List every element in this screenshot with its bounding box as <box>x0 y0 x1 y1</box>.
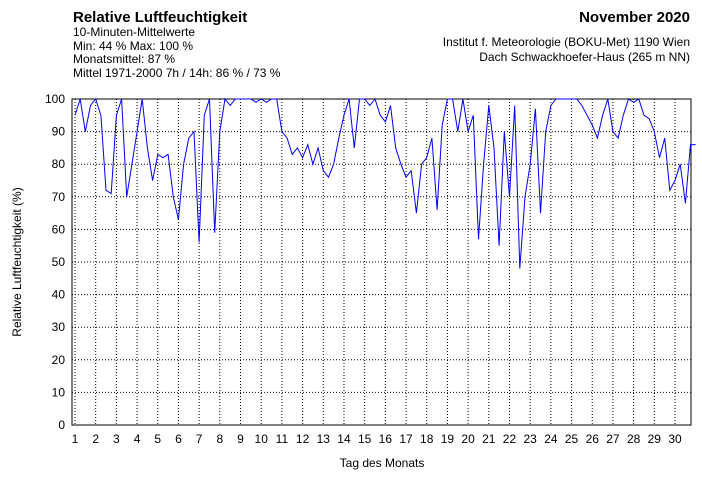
x-tick-label: 26 <box>586 432 600 446</box>
x-tick-label: 14 <box>337 432 351 446</box>
y-tick-label: 70 <box>52 190 66 204</box>
x-tick-label: 3 <box>113 432 120 446</box>
x-tick-label: 21 <box>482 432 496 446</box>
x-tick-label: 27 <box>606 432 620 446</box>
y-tick-label: 90 <box>52 125 66 139</box>
x-tick-label: 13 <box>317 432 331 446</box>
x-tick-label: 28 <box>627 432 641 446</box>
x-tick-label: 1 <box>72 432 79 446</box>
x-tick-label: 18 <box>420 432 434 446</box>
y-axis-label: Relative Luftfeuchtigkeit (%) <box>10 187 24 336</box>
y-tick-label: 30 <box>52 320 66 334</box>
x-tick-label: 23 <box>524 432 538 446</box>
x-tick-label: 16 <box>379 432 393 446</box>
x-tick-label: 22 <box>503 432 517 446</box>
x-tick-label: 9 <box>237 432 244 446</box>
period: November 2020 <box>579 9 690 26</box>
x-tick-label: 17 <box>399 432 413 446</box>
x-tick-label: 15 <box>358 432 372 446</box>
data-line <box>74 97 696 269</box>
stat: Mittel 1971-2000 7h / 14h: 86 % / 73 % <box>73 66 281 80</box>
stat: Min: 44 % Max: 100 % <box>73 39 193 53</box>
x-tick-label: 29 <box>648 432 662 446</box>
stat: Monatsmittel: 87 % <box>73 52 175 66</box>
x-tick-label: 11 <box>276 432 289 446</box>
chart-title: Relative Luftfeuchtigkeit <box>73 9 247 26</box>
source: Dach Schwackhoefer-Haus (265 m NN) <box>479 50 690 64</box>
y-tick-label: 50 <box>52 255 66 269</box>
source: Institut f. Meteorologie (BOKU-Met) 1190… <box>443 35 690 49</box>
x-tick-label: 4 <box>134 432 141 446</box>
x-tick-label: 6 <box>175 432 182 446</box>
y-tick-label: 80 <box>52 157 66 171</box>
x-tick-label: 19 <box>441 432 455 446</box>
x-tick-label: 2 <box>92 432 99 446</box>
x-tick-label: 24 <box>544 432 558 446</box>
y-tick-label: 60 <box>52 222 66 236</box>
y-tick-label: 10 <box>52 385 66 399</box>
y-tick-label: 0 <box>58 418 65 432</box>
x-axis-label: Tag des Monats <box>340 456 425 470</box>
x-tick-label: 30 <box>668 432 682 446</box>
x-tick-label: 7 <box>196 432 203 446</box>
x-tick-label: 25 <box>565 432 579 446</box>
y-tick-label: 40 <box>52 288 66 302</box>
y-tick-label: 100 <box>45 92 65 106</box>
x-tick-label: 8 <box>216 432 223 446</box>
x-tick-label: 10 <box>255 432 269 446</box>
x-tick-label: 20 <box>461 432 475 446</box>
x-tick-label: 12 <box>296 432 310 446</box>
subtitle: 10-Minuten-Mittelwerte <box>73 25 195 39</box>
y-tick-label: 20 <box>52 353 66 367</box>
x-tick-label: 5 <box>154 432 161 446</box>
